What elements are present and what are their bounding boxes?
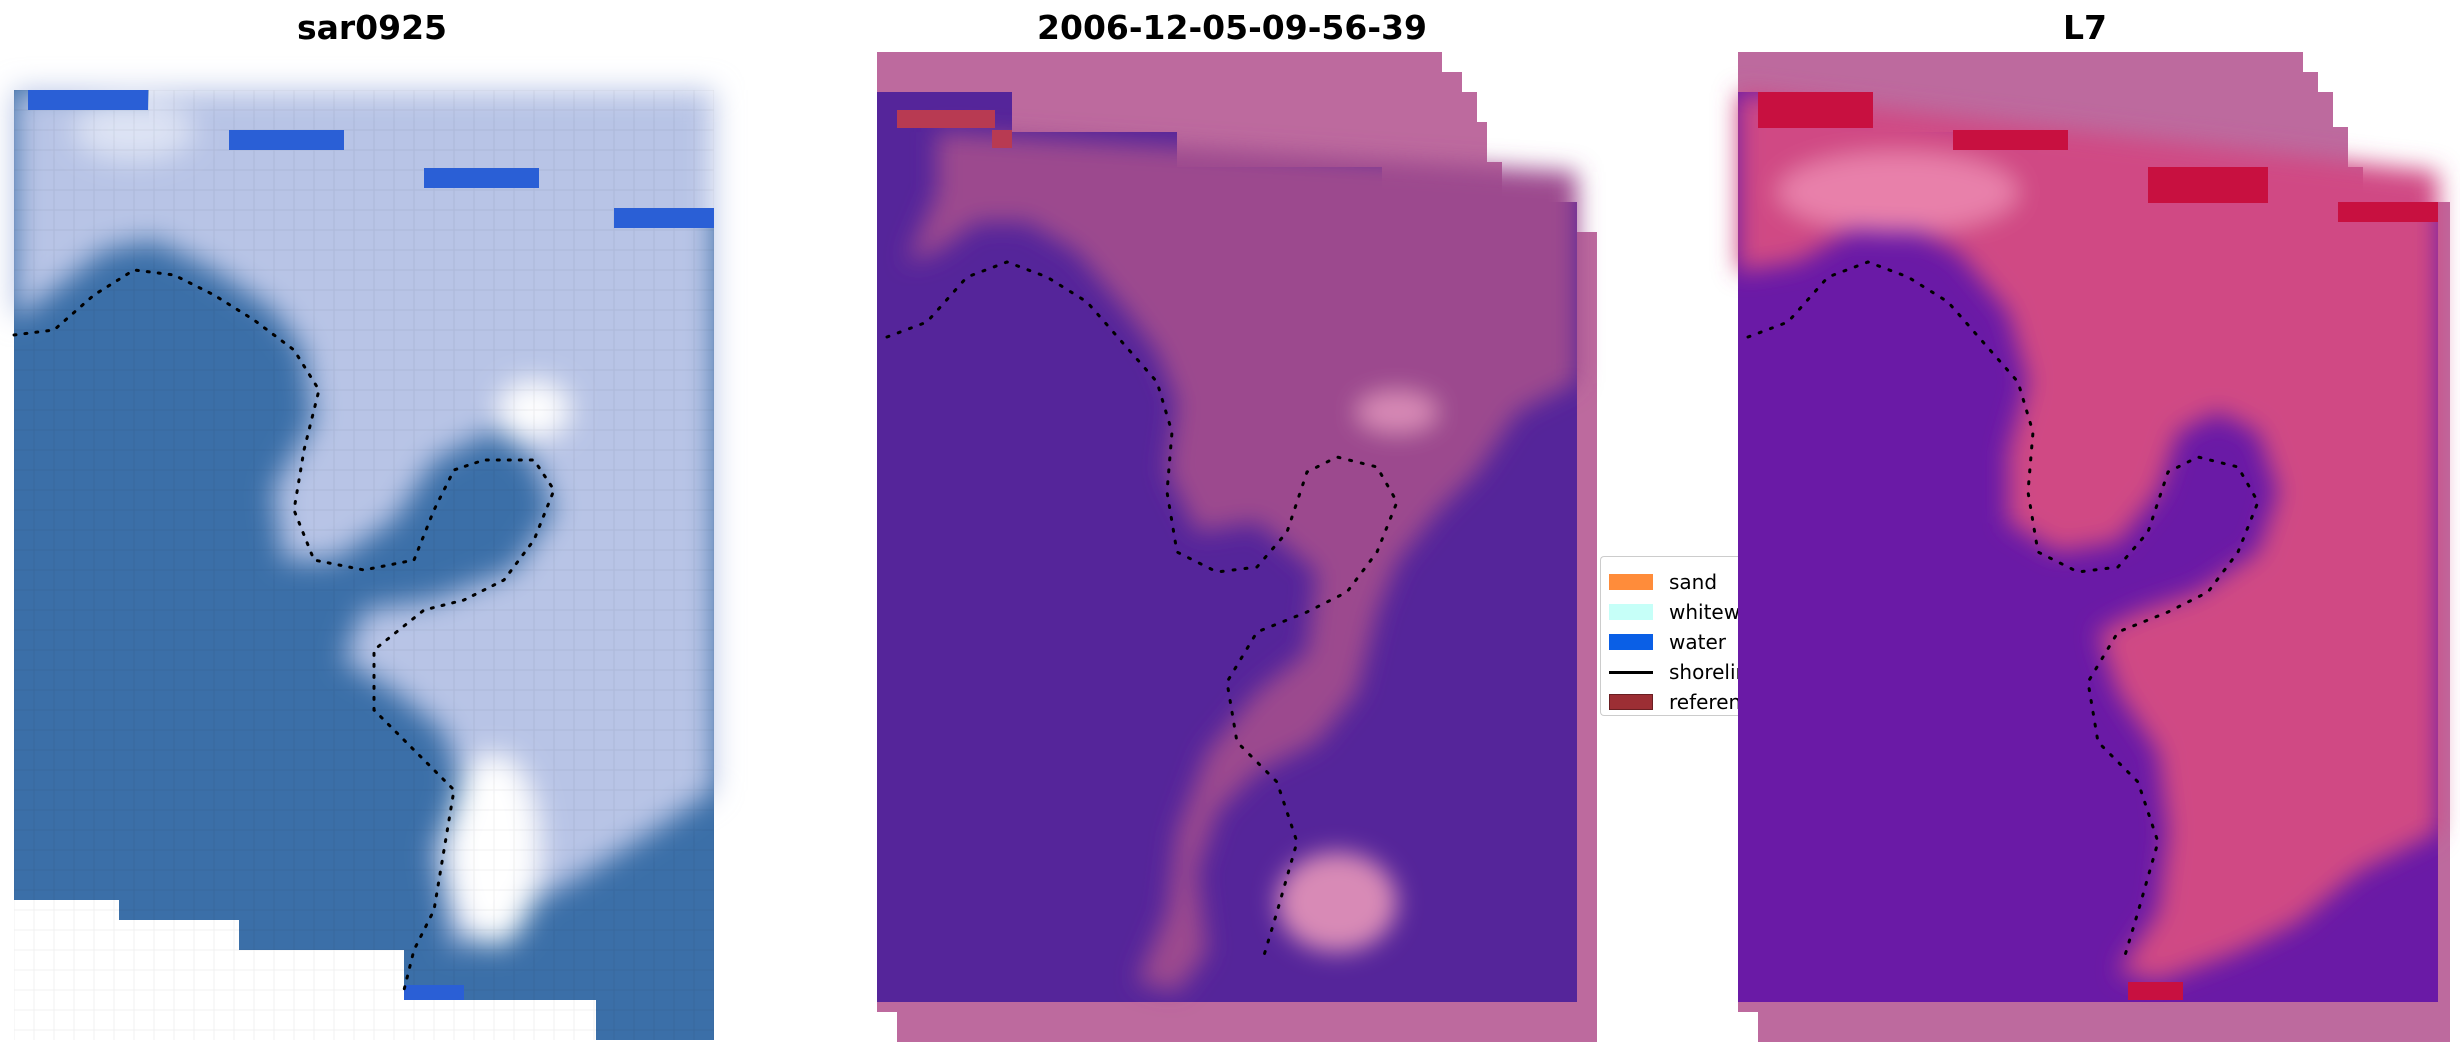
legend-label-whitewater: whitewater — [1669, 600, 1740, 624]
legend-item-whitewater: whitewater — [1601, 597, 1740, 627]
classified-image-land — [907, 132, 1577, 992]
index-image — [1738, 52, 2450, 1042]
legend-item-sand: sand — [1601, 567, 1740, 597]
rgb-pixel-grid — [14, 90, 714, 1040]
rgb-image — [12, 90, 714, 1040]
legend-item-reference: reference — [1601, 687, 1740, 715]
legend-label-sand: sand — [1669, 570, 1718, 594]
reference-patch — [897, 110, 995, 128]
classified-image — [877, 52, 1597, 1042]
classified-image-panel — [877, 52, 1597, 1042]
legend-item-water: water — [1601, 627, 1740, 657]
panel-title-2: 2006-12-05-09-56-39 — [1037, 8, 1427, 47]
reference-patch-2 — [992, 130, 1012, 148]
rgb-image-panel — [12, 90, 714, 1040]
water-swatch-icon — [1609, 634, 1653, 650]
legend-label-water: water — [1669, 630, 1726, 654]
sand-swatch-icon — [1609, 574, 1653, 590]
reference-swatch-icon — [1609, 694, 1653, 710]
shoreline-3 — [1746, 260, 2260, 964]
shoreline-2 — [885, 260, 1399, 964]
legend-label-reference: reference — [1669, 690, 1740, 714]
index-image-land — [1738, 92, 2438, 982]
rgb-image-edge — [28, 90, 714, 1000]
index-image-panel — [1738, 52, 2450, 1042]
whitewater-swatch-icon — [1609, 604, 1653, 620]
legend: sand whitewater water shoreline referenc… — [1600, 556, 1740, 716]
legend-item-shoreline: shoreline — [1601, 657, 1740, 687]
legend-label-shoreline: shoreline — [1669, 660, 1740, 684]
shoreline-line-icon — [1609, 670, 1653, 674]
index-image-reference — [1758, 92, 2438, 1000]
shoreline-1 — [12, 268, 556, 992]
panel-title-3: L7 — [2063, 8, 2107, 47]
panel-title-1: sar0925 — [296, 8, 448, 47]
